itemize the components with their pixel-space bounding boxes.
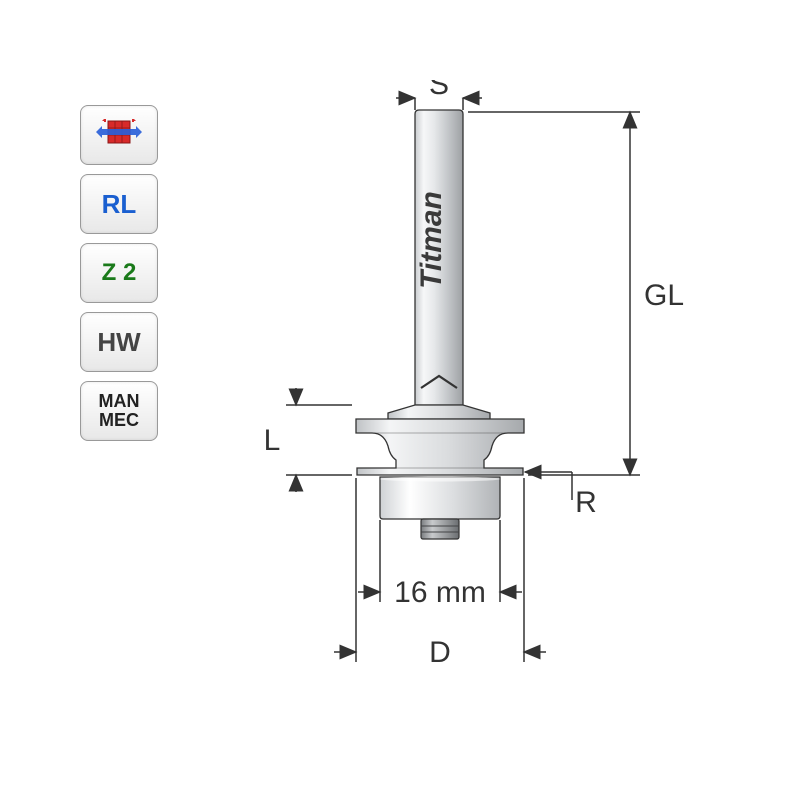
badge-label: RL — [102, 189, 137, 220]
rotation-rl-badge: RL — [80, 174, 158, 234]
dim-bearing-width-label: 16 mm — [394, 576, 486, 609]
badge-label: HW — [97, 327, 140, 358]
router-bit-diagram: Titman S GL L R 16 mm D — [240, 80, 700, 720]
dim-d-label: D — [429, 636, 451, 669]
dim-s-label: S — [429, 80, 449, 101]
flutes-z2-badge: Z 2 — [80, 243, 158, 303]
cnc-direction-badge — [80, 105, 158, 165]
badge-label: MAN — [99, 392, 140, 411]
dim-gl-label: GL — [644, 279, 684, 312]
material-hw-badge: HW — [80, 312, 158, 372]
dim-l-label: L — [264, 424, 281, 457]
router-direction-icon — [92, 115, 146, 155]
brand-label: Titman — [415, 191, 448, 289]
badge-label: Z 2 — [102, 259, 137, 287]
dim-r-label: R — [575, 486, 597, 519]
badge-column: RL Z 2 HW MAN MEC — [80, 105, 158, 441]
feed-manmec-badge: MAN MEC — [80, 381, 158, 441]
badge-label: MEC — [99, 411, 139, 430]
